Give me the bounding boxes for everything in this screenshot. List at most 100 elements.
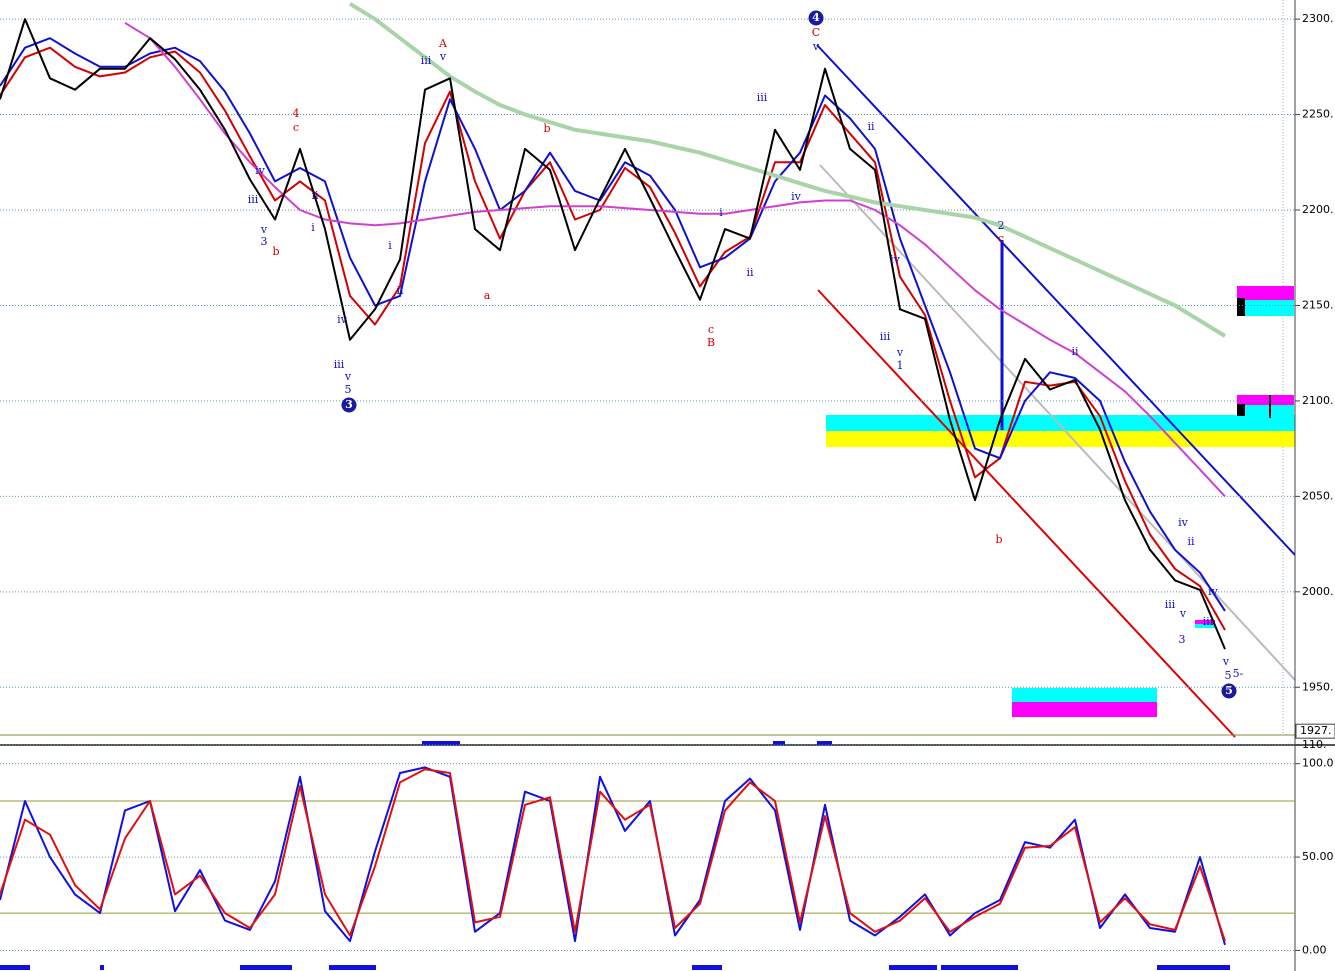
wave-label: c [708, 323, 714, 336]
y-tick-label: 2300. [1302, 12, 1334, 25]
wave-label: B [707, 336, 715, 349]
wave-label: iii [880, 330, 891, 343]
zone [1237, 395, 1294, 405]
wave-label: b [272, 245, 279, 258]
series-line [0, 46, 1226, 631]
signal-bar [889, 965, 937, 970]
y-tick-label: 2250. [1302, 108, 1334, 121]
y-tick-label: 1950. [1302, 680, 1334, 693]
wave-label: 1 [897, 359, 904, 372]
wave-circle [341, 397, 357, 413]
wave-label: 5 [1225, 684, 1233, 697]
bar-marker [1237, 298, 1245, 316]
signal-bar [773, 741, 785, 745]
signal-bar [817, 741, 832, 745]
trend-line [817, 289, 1236, 738]
wave-label: A [438, 37, 448, 50]
y-tick-label: 2050. [1302, 489, 1334, 502]
wave-label: iii [248, 193, 259, 206]
zone [1237, 300, 1294, 316]
wave-label: ii [746, 266, 754, 279]
wave-label: 3 [1179, 633, 1186, 646]
wave-label: C [812, 26, 820, 39]
signal-bar [240, 965, 292, 970]
signal-bar [0, 965, 30, 970]
series-line [124, 22, 1226, 498]
y-tick-label: 0.00 [1302, 943, 1327, 956]
wave-label: v [1222, 655, 1230, 668]
wave-label: 3 [261, 235, 268, 248]
zone [1195, 620, 1215, 624]
wave-label: 4 [293, 107, 300, 120]
y-tick-label: 110. [1302, 738, 1327, 751]
wave-label: iii [757, 91, 768, 104]
wave-label: iii [421, 54, 432, 67]
y-tick-label: 2000. [1302, 585, 1334, 598]
wave-label: iv [1178, 516, 1189, 529]
wave-label: c [293, 121, 299, 134]
wave-label: ii [311, 189, 319, 202]
wave-label: iv [890, 253, 901, 266]
wave-label: iv [337, 313, 348, 326]
wave-label: 4 [812, 11, 820, 24]
wave-label: c [998, 232, 1004, 245]
signal-bar [422, 741, 460, 745]
wave-label: b [995, 533, 1002, 546]
wave-label: ii [1187, 535, 1195, 548]
wave-label: v [344, 370, 352, 383]
wave-label: ii [396, 284, 404, 297]
y-tick-label: 100.0 [1302, 757, 1334, 770]
series-line [0, 766, 1226, 946]
price-box [1295, 723, 1335, 739]
trend-line [819, 164, 1296, 681]
wave-label: 2 [998, 219, 1005, 232]
zone [1237, 405, 1294, 419]
wave-label: iii [334, 358, 345, 371]
trend-line [816, 44, 1296, 556]
y-tick-label: 2100. [1302, 394, 1334, 407]
wave-label: i [388, 239, 392, 252]
zone [1195, 624, 1215, 628]
wave-label: i [719, 206, 723, 219]
wave-label: 3 [345, 398, 353, 411]
series-line [0, 18, 1226, 650]
zone [826, 431, 1295, 447]
zone [826, 415, 1295, 431]
wave-label: ii [1071, 345, 1079, 358]
wave-label: v [1179, 607, 1187, 620]
wave-label: v [439, 50, 447, 63]
wave-label: 5 [345, 383, 352, 396]
wave-label: i [311, 221, 315, 234]
y-tick-label: 50.00 [1302, 850, 1334, 863]
zone [1012, 688, 1157, 702]
signal-bar [941, 965, 1018, 970]
wave-circle [808, 10, 824, 26]
wave-label: iv [255, 164, 266, 177]
wave-label: iv [791, 190, 802, 203]
wave-label: iii [1203, 615, 1214, 628]
series-line [0, 768, 1226, 942]
y-tick-label: 2150. [1302, 298, 1334, 311]
wave-label: iv [1208, 585, 1219, 598]
wave-label: v [260, 223, 268, 236]
wave-circle [1221, 683, 1237, 699]
series-line [0, 37, 1226, 612]
zone [1237, 286, 1294, 300]
price-label: 1927. [1300, 724, 1332, 737]
signal-bars [0, 741, 1230, 970]
signal-bar [692, 965, 722, 970]
y-tick-label: 2200. [1302, 203, 1334, 216]
wave-label: a [484, 289, 491, 302]
signal-bar [1157, 965, 1230, 970]
series-line [348, 2, 1227, 338]
wave-label: 5 [1225, 669, 1232, 682]
signal-bar [329, 965, 376, 970]
signal-bar [100, 965, 104, 970]
wave-label: v [896, 346, 904, 359]
wave-label: v [812, 40, 820, 53]
wave-label: iii [1165, 598, 1176, 611]
zone [1012, 702, 1157, 717]
wave-label: 5- [1233, 667, 1244, 680]
